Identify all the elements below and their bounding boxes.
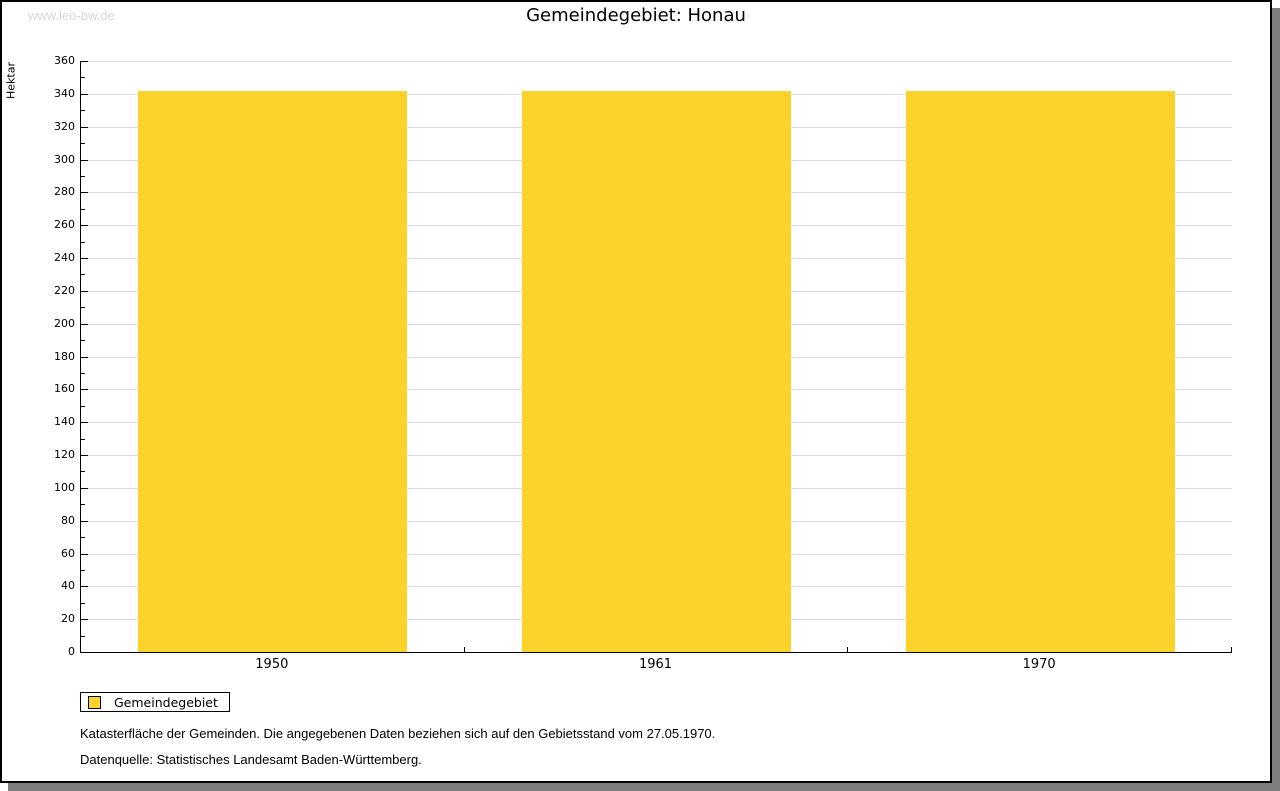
y-minor-tick [81, 405, 85, 407]
bar-1961 [522, 91, 791, 652]
y-minor-tick [81, 372, 85, 374]
y-major-tick [81, 323, 88, 325]
y-minor-tick [81, 274, 85, 276]
y-major-tick [81, 520, 88, 522]
y-major-tick [81, 455, 88, 456]
y-minor-tick [81, 504, 85, 506]
y-minor-tick [81, 537, 85, 539]
y-major-tick [81, 586, 88, 588]
y-minor-tick [81, 635, 85, 637]
y-minor-tick [81, 175, 85, 177]
legend-color-swatch-icon [88, 695, 101, 709]
bar-1970 [906, 91, 1175, 652]
y-tick-label: 340 [54, 86, 75, 100]
y-tick-label: 240 [54, 251, 75, 264]
y-gridline [81, 61, 1232, 62]
bar-1950 [138, 91, 407, 652]
y-minor-tick [81, 110, 85, 112]
y-tick-label: 280 [54, 185, 75, 199]
x-tick-label: 1961 [638, 657, 673, 672]
y-major-tick [81, 553, 88, 555]
y-major-tick [81, 258, 88, 259]
plot-area [80, 61, 1232, 653]
y-major-tick [81, 356, 88, 358]
x-tick-label: 1970 [1022, 657, 1056, 672]
x-boundary-tick [464, 647, 465, 652]
y-major-tick [81, 225, 88, 227]
y-minor-tick [81, 241, 85, 243]
x-tick-label: 1950 [255, 657, 289, 672]
y-tick-label: 20 [61, 612, 75, 626]
y-major-tick [81, 487, 88, 489]
y-major-tick [81, 422, 88, 424]
y-axis-title: Hektar [4, 62, 18, 99]
y-tick-label: 180 [54, 349, 75, 363]
y-major-tick [81, 389, 88, 391]
y-major-tick [81, 619, 88, 621]
y-major-tick [81, 192, 88, 194]
y-minor-tick [81, 471, 85, 473]
y-major-tick [81, 290, 88, 292]
y-minor-tick [81, 77, 85, 79]
y-major-tick [81, 126, 88, 128]
y-minor-tick [81, 340, 85, 342]
chart-title: Gemeindegebiet: Honau [526, 5, 746, 26]
footnote-gebietsstand: Katasterfläche der Gemeinden. Die angege… [80, 726, 716, 741]
y-tick-label: 160 [54, 382, 75, 396]
y-tick-label: 360 [54, 54, 75, 67]
y-tick-label: 200 [54, 316, 75, 330]
y-minor-tick [81, 438, 85, 440]
watermark: www.leo-bw.de [28, 8, 115, 23]
y-minor-tick [81, 307, 85, 309]
y-tick-label: 80 [61, 513, 75, 527]
y-minor-tick [81, 143, 85, 145]
y-tick-label: 100 [54, 480, 75, 494]
x-boundary-tick [1231, 647, 1232, 652]
y-minor-tick [81, 602, 85, 604]
legend-label: Gemeindegebiet [114, 694, 218, 710]
y-major-tick [81, 61, 88, 62]
y-tick-label: 40 [61, 579, 75, 593]
y-tick-label: 60 [61, 546, 75, 560]
y-tick-label: 320 [54, 119, 75, 133]
y-minor-tick [81, 569, 85, 571]
legend: Gemeindegebiet [80, 692, 230, 712]
y-major-tick [81, 93, 88, 95]
x-boundary-tick [847, 647, 848, 652]
y-tick-label: 0 [68, 645, 75, 658]
y-tick-label: 140 [54, 415, 75, 429]
y-minor-tick [81, 208, 85, 210]
y-major-tick [81, 159, 88, 161]
y-tick-label: 120 [54, 448, 75, 461]
footnote-datenquelle: Datenquelle: Statistisches Landesamt Bad… [80, 752, 422, 767]
y-tick-label: 300 [54, 152, 75, 166]
y-tick-label: 220 [54, 283, 75, 297]
y-tick-label: 260 [54, 218, 75, 232]
